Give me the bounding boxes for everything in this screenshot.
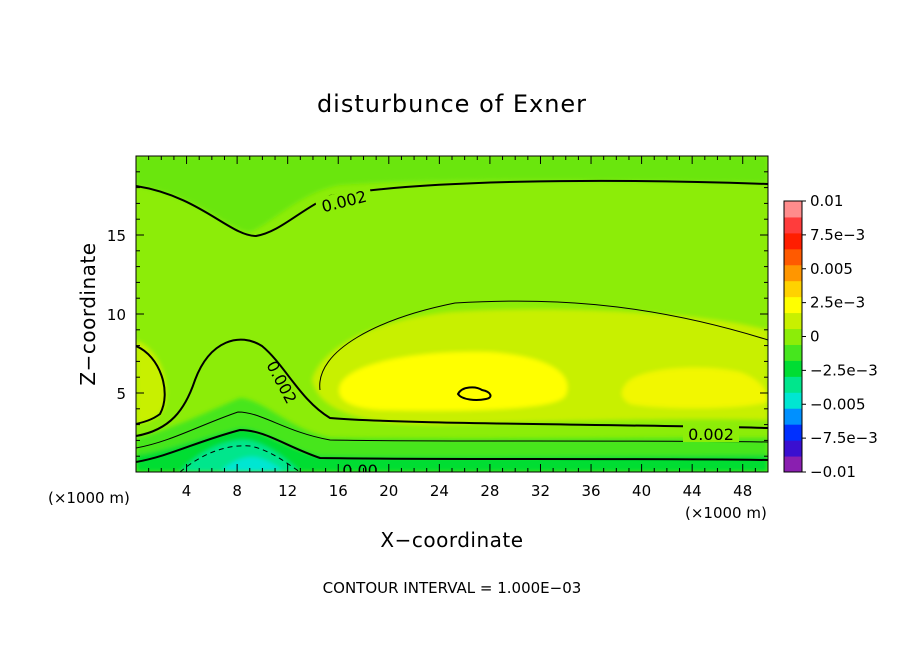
colorbar-swatch xyxy=(784,280,802,298)
colorbar-swatch xyxy=(784,360,802,377)
yellow-core-right xyxy=(621,367,768,409)
contour-left-inner xyxy=(136,345,166,425)
contour-lower-dashed xyxy=(179,445,301,472)
contour-label-bottom: 0.00 xyxy=(342,461,378,480)
colorbar-tick-label: −0.01 xyxy=(810,463,856,481)
contour-dome-thin xyxy=(319,300,768,391)
x-unit-left: (×1000 m) xyxy=(48,489,130,507)
colorbar-swatch xyxy=(784,424,802,441)
colorbar-tick-label: 0.01 xyxy=(810,192,843,210)
colorbar-tick-label: −0.005 xyxy=(810,395,866,413)
plot-area: 0.002 0.002 0.002 0.00 xyxy=(136,156,768,480)
x-tick-label: 4 xyxy=(182,482,192,500)
contour-small-loop xyxy=(456,386,492,401)
colorbar-tick-label: 7.5e−3 xyxy=(810,226,865,244)
colorbar-swatch xyxy=(784,296,802,314)
y-tick-label: 10 xyxy=(107,306,126,324)
y-axis-ticks: 5 10 15 xyxy=(107,171,768,457)
contour-ridge-0.002 xyxy=(136,338,768,437)
colorbar-swatch xyxy=(784,408,802,425)
colorbar-swatch xyxy=(784,328,802,345)
x-tick-label: 12 xyxy=(278,482,297,500)
colorbar-labels: 0.01 7.5e−3 0.005 2.5e−3 0 −2.5e−3 −0.005 −7.5e… xyxy=(802,192,878,481)
colorbar-swatch xyxy=(784,392,802,409)
x-tick-label: 48 xyxy=(733,482,752,500)
mountain-core-2 xyxy=(220,456,284,472)
upper-green-band xyxy=(136,156,768,232)
x-tick-label: 16 xyxy=(329,482,348,500)
contour-label-right: 0.002 xyxy=(688,425,734,444)
contour-lower-2 xyxy=(136,428,768,463)
x-tick-label: 44 xyxy=(683,482,702,500)
x-axis-ticks: 4 8 12 16 20 24 28 32 36 40 44 48 xyxy=(148,156,756,500)
lower-band-2 xyxy=(136,428,768,472)
colorbar-tick-label: 2.5e−3 xyxy=(810,294,865,312)
y-tick-label: 5 xyxy=(116,385,126,403)
colorbar-swatch xyxy=(784,264,802,282)
x-tick-label: 36 xyxy=(581,482,600,500)
colorbar-swatch xyxy=(784,216,802,234)
colorbar-swatch xyxy=(784,312,802,330)
x-tick-label: 40 xyxy=(632,482,651,500)
colorbar-swatch xyxy=(784,232,802,250)
x-tick-label: 8 xyxy=(232,482,242,500)
contour-labels: 0.002 0.002 0.002 0.00 xyxy=(262,185,739,480)
contour-interval-note: CONTOUR INTERVAL = 1.000E−03 xyxy=(323,579,582,597)
x-unit-right: (×1000 m) xyxy=(685,504,767,522)
chart-title: disturbunce of Exner xyxy=(317,90,587,118)
colorbar-tick-label: −2.5e−3 xyxy=(810,361,878,379)
colorbar-tick-label: 0.005 xyxy=(810,260,853,278)
x-tick-label: 20 xyxy=(379,482,398,500)
colorbar-tick-label: 0 xyxy=(810,328,820,346)
colorbar-swatch xyxy=(784,248,802,266)
y-tick-label: 15 xyxy=(107,227,126,245)
colorbar-swatch xyxy=(784,344,802,361)
colorbar-swatch xyxy=(784,201,802,218)
colorbar xyxy=(783,200,803,473)
warm-region-left xyxy=(136,340,167,424)
colorbar-swatch xyxy=(784,456,802,473)
colorbar-swatch xyxy=(784,376,802,393)
x-tick-label: 32 xyxy=(531,482,550,500)
colorbar-swatch xyxy=(784,440,802,457)
contour-lower-1 xyxy=(136,411,768,449)
x-axis-label: X−coordinate xyxy=(380,528,523,552)
yellow-core-center xyxy=(339,351,568,411)
y-axis-label: Z−coordinate xyxy=(76,242,100,385)
x-tick-label: 28 xyxy=(480,482,499,500)
x-tick-label: 24 xyxy=(430,482,449,500)
colorbar-tick-label: −7.5e−3 xyxy=(810,429,878,447)
